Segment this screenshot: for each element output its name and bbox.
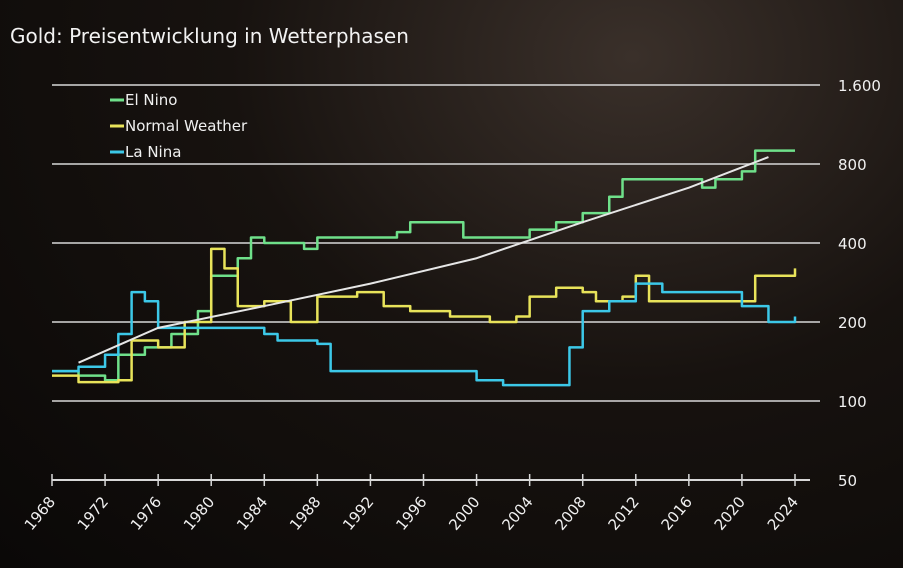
x-tick-label: 2024 <box>764 493 802 534</box>
x-tick-label: 2016 <box>658 493 696 534</box>
x-tick-label: 1996 <box>392 493 430 534</box>
x-tick-label: 2020 <box>711 493 749 534</box>
y-tick-label: 50 <box>838 472 857 490</box>
x-tick-label: 2012 <box>605 493 643 534</box>
legend-label: La Nina <box>125 143 181 161</box>
legend-label: Normal Weather <box>125 117 248 135</box>
x-tick-label: 2000 <box>445 493 483 534</box>
x-tick-label: 1988 <box>286 493 324 534</box>
x-tick-label: 2004 <box>498 493 536 534</box>
x-tick-label: 2008 <box>551 493 589 534</box>
y-tick-label: 1.600 <box>838 77 881 95</box>
series-la-nina <box>52 282 797 387</box>
trend-line <box>78 156 769 364</box>
x-tick-label: 1976 <box>127 493 165 534</box>
x-tick-label: 1984 <box>233 493 271 534</box>
series-el-nino <box>52 149 795 382</box>
x-tick-label: 1992 <box>339 493 377 534</box>
series-normal-weather <box>52 247 797 384</box>
legend-label: El Nino <box>125 91 178 109</box>
chart-title: Gold: Preisentwicklung in Wetterphasen <box>10 24 409 48</box>
y-tick-label: 400 <box>838 235 867 253</box>
y-tick-label: 200 <box>838 314 867 332</box>
x-tick-label: 1980 <box>180 493 218 534</box>
y-tick-label: 800 <box>838 156 867 174</box>
y-tick-label: 100 <box>838 393 867 411</box>
x-tick-label: 1968 <box>21 493 59 534</box>
x-tick-label: 1972 <box>74 493 112 534</box>
